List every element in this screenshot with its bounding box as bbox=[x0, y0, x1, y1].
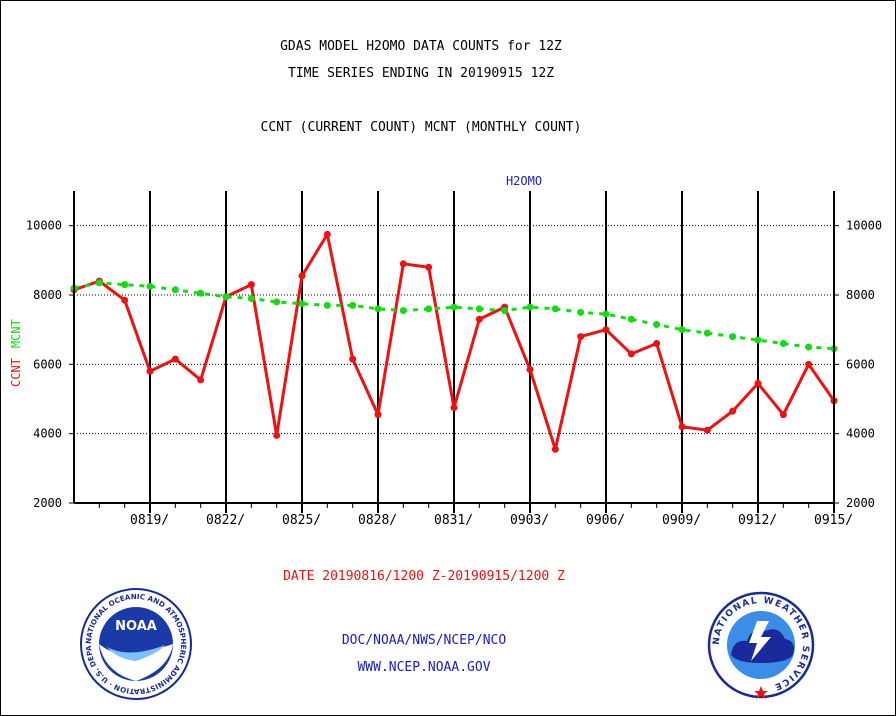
data-point-ccnt bbox=[323, 230, 331, 238]
y-tick-label-right: 4000 bbox=[846, 427, 875, 441]
chart-title-line2: TIME SERIES ENDING IN 20190915 12Z bbox=[287, 66, 555, 81]
data-point-mcnt bbox=[247, 294, 255, 302]
data-point-ccnt bbox=[627, 350, 635, 358]
data-point-ccnt bbox=[121, 296, 129, 304]
noaa-logo: NATIONAL OCEANIC AND ATMOSPHERIC ADMINIS… bbox=[79, 587, 192, 700]
chart-title-line3: CCNT (CURRENT COUNT) MCNT (MONTHLY COUNT… bbox=[260, 120, 582, 135]
data-point-mcnt bbox=[501, 307, 509, 315]
data-point-mcnt bbox=[551, 305, 559, 313]
x-tick-label: 0906/ bbox=[586, 513, 625, 528]
noaa-badge-text: NOAA bbox=[115, 619, 157, 634]
plot-title: H2OMO bbox=[506, 174, 542, 188]
data-point-ccnt bbox=[349, 355, 357, 363]
line-chart: 2000 2000 4000 4000 6000 6000 8000 8000 10000 100… bbox=[9, 174, 882, 584]
x-axis-label: DATE 20190816/1200 Z-20190915/1200 Z bbox=[283, 569, 565, 584]
data-point-ccnt bbox=[602, 326, 610, 334]
y-tick-label-right: 2000 bbox=[846, 496, 875, 510]
data-point-mcnt bbox=[805, 343, 813, 351]
nws-logo: NATIONAL WEATHER SERVICE bbox=[707, 591, 815, 699]
y-tick-label-left: 10000 bbox=[26, 219, 62, 233]
series-layer bbox=[70, 230, 838, 453]
data-point-mcnt bbox=[754, 336, 762, 344]
footer-url: WWW.NCEP.NOAA.GOV bbox=[357, 660, 491, 675]
data-point-ccnt bbox=[475, 315, 483, 323]
y-tick-label-left: 2000 bbox=[33, 496, 62, 510]
x-tick-label: 0915/ bbox=[814, 513, 853, 528]
data-point-mcnt bbox=[374, 305, 382, 313]
y-tick-label-left: 8000 bbox=[33, 288, 62, 302]
data-point-ccnt bbox=[273, 431, 281, 439]
data-point-ccnt bbox=[399, 260, 407, 268]
y-tick-label-right: 8000 bbox=[846, 288, 875, 302]
x-tick-label: 0912/ bbox=[738, 513, 777, 528]
data-point-mcnt bbox=[146, 282, 154, 290]
data-point-ccnt bbox=[450, 404, 458, 412]
data-point-ccnt bbox=[551, 445, 559, 453]
data-point-mcnt bbox=[425, 305, 433, 313]
axis-layer: 2000 2000 4000 4000 6000 6000 8000 8000 10000 100… bbox=[9, 174, 882, 584]
data-point-ccnt bbox=[374, 411, 382, 419]
x-tick-label: 0819/ bbox=[130, 513, 169, 528]
chart-title-line1: GDAS MODEL H2OMO DATA COUNTS for 12Z bbox=[280, 39, 562, 54]
data-point-mcnt bbox=[197, 289, 205, 297]
data-point-ccnt bbox=[298, 272, 306, 280]
data-point-ccnt bbox=[754, 379, 762, 387]
y-tick-label-right: 10000 bbox=[846, 219, 882, 233]
data-point-ccnt bbox=[247, 281, 255, 289]
data-point-ccnt bbox=[805, 360, 813, 368]
data-point-ccnt bbox=[577, 333, 585, 341]
data-point-mcnt bbox=[475, 305, 483, 313]
data-point-mcnt bbox=[779, 340, 787, 348]
data-point-mcnt bbox=[729, 333, 737, 341]
y-tick-label-left: 4000 bbox=[33, 427, 62, 441]
data-point-mcnt bbox=[222, 293, 230, 301]
x-tick-label: 0831/ bbox=[434, 513, 473, 528]
data-point-mcnt bbox=[349, 301, 357, 309]
y-label-mcnt: MCNT bbox=[9, 319, 23, 348]
data-point-mcnt bbox=[602, 310, 610, 318]
data-point-mcnt bbox=[273, 298, 281, 306]
y-axis-label: CCNT MCNT bbox=[9, 319, 23, 387]
data-point-mcnt bbox=[526, 303, 534, 311]
y-label-ccnt: CCNT bbox=[9, 358, 23, 387]
x-tick-label: 0903/ bbox=[510, 513, 549, 528]
data-point-ccnt bbox=[425, 263, 433, 271]
data-point-ccnt bbox=[197, 376, 205, 384]
data-point-ccnt bbox=[678, 423, 686, 431]
data-point-mcnt bbox=[95, 279, 103, 287]
data-point-mcnt bbox=[399, 307, 407, 315]
data-point-mcnt bbox=[121, 281, 129, 289]
x-tick-label: 0822/ bbox=[206, 513, 245, 528]
y-tick-label-right: 6000 bbox=[846, 357, 875, 371]
data-point-ccnt bbox=[526, 366, 534, 374]
data-point-ccnt bbox=[653, 340, 661, 348]
grid-layer bbox=[74, 191, 835, 513]
data-point-mcnt bbox=[678, 326, 686, 334]
data-point-mcnt bbox=[627, 315, 635, 323]
data-point-ccnt bbox=[779, 411, 787, 419]
footer-agency: DOC/NOAA/NWS/NCEP/NCO bbox=[341, 633, 507, 648]
x-tick-label: 0825/ bbox=[282, 513, 321, 528]
data-point-mcnt bbox=[653, 320, 661, 328]
data-point-ccnt bbox=[146, 367, 154, 375]
data-point-ccnt bbox=[729, 407, 737, 415]
x-tick-label: 0828/ bbox=[358, 513, 397, 528]
data-point-ccnt bbox=[703, 426, 711, 434]
data-point-mcnt bbox=[450, 303, 458, 311]
x-tick-label: 0909/ bbox=[662, 513, 701, 528]
data-point-ccnt bbox=[171, 355, 179, 363]
data-point-mcnt bbox=[323, 301, 331, 309]
data-point-mcnt bbox=[703, 329, 711, 337]
data-point-mcnt bbox=[577, 308, 585, 316]
data-point-mcnt bbox=[298, 300, 306, 308]
data-point-mcnt bbox=[171, 286, 179, 294]
y-tick-label-left: 6000 bbox=[33, 357, 62, 371]
